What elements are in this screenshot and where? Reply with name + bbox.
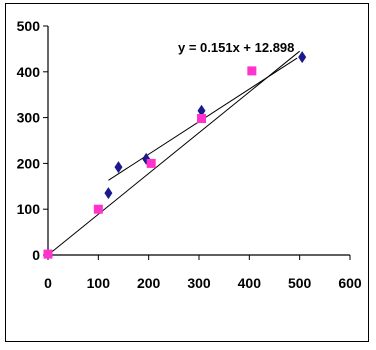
data-point-diamond [298, 51, 307, 64]
trendline [47, 50, 300, 256]
data-point-square [43, 249, 53, 259]
chart-frame [5, 3, 369, 342]
tick-labels: 0 100 200 300 400 500 600 0 100 200 300 400 500 [17, 18, 362, 291]
x-tick-label: 600 [338, 275, 362, 291]
data-point-diamond [197, 104, 206, 117]
data-point-diamond [104, 187, 113, 200]
data-point-square [247, 66, 257, 76]
data-point-square [146, 158, 156, 168]
data-points [43, 51, 307, 259]
x-tick-label: 300 [187, 275, 211, 291]
trendlines [47, 50, 300, 256]
y-tick-label: 300 [17, 110, 41, 126]
y-tick-label: 0 [32, 247, 40, 263]
y-tick-label: 400 [17, 64, 41, 80]
y-tick-label: 100 [17, 201, 41, 217]
axes [43, 25, 351, 260]
x-tick-label: 400 [238, 275, 262, 291]
y-tick-label: 500 [17, 18, 41, 34]
x-tick-label: 200 [137, 275, 161, 291]
data-point-square [93, 204, 103, 214]
y-tick-label: 200 [17, 155, 41, 171]
x-tick-label: 0 [44, 275, 52, 291]
x-tick-label: 100 [87, 275, 111, 291]
data-point-diamond [114, 161, 123, 174]
data-point-square [197, 114, 207, 124]
trendline-equation: y = 0.151x + 12.898 [178, 40, 294, 55]
x-tick-label: 500 [288, 275, 312, 291]
